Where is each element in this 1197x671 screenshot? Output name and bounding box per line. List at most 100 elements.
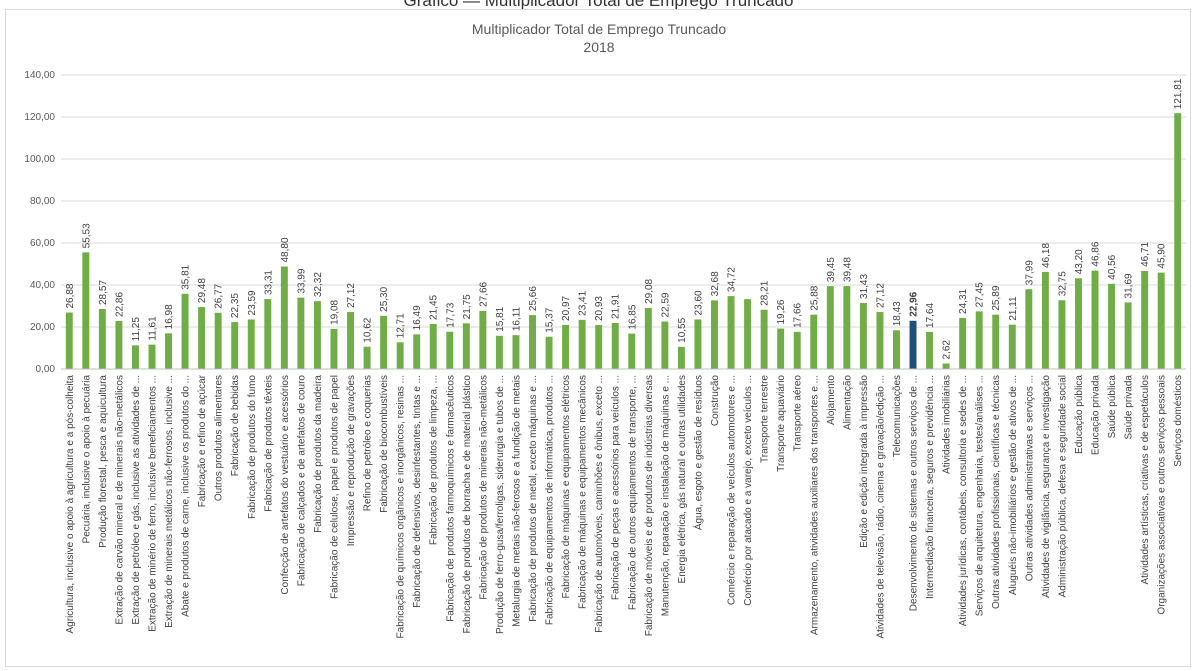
data-label: 20,93 xyxy=(594,296,605,321)
category-label: Intermediação financeira, seguros e prev… xyxy=(925,375,936,599)
y-tick-label: 40,00 xyxy=(30,280,55,291)
category-label: Atividades jurídicas, contábeis, consult… xyxy=(958,375,969,626)
bar xyxy=(247,319,255,369)
data-label: 28,21 xyxy=(760,280,771,305)
bar xyxy=(396,342,404,369)
bar xyxy=(578,319,586,369)
data-label: 21,91 xyxy=(611,294,622,319)
bar xyxy=(727,296,735,369)
category-label: Fabricação de automóveis, caminhões e ôn… xyxy=(594,375,605,633)
bar xyxy=(380,315,388,369)
bar xyxy=(942,363,950,369)
data-label: 23,41 xyxy=(578,290,589,315)
category-label: Fabricação de químicos orgânicos e inorg… xyxy=(396,375,407,638)
data-label: 20,97 xyxy=(561,296,572,321)
y-tick-label: 100,00 xyxy=(24,154,55,165)
data-label: 31,69 xyxy=(1124,273,1135,298)
data-label: 46,71 xyxy=(1140,241,1151,266)
category-label: Confecção de artefatos do vestuário e ac… xyxy=(280,375,291,595)
y-tick-label: 20,00 xyxy=(30,322,55,333)
bar xyxy=(711,300,718,369)
data-label: 34,72 xyxy=(727,267,738,292)
category-label: Fabricação de produtos têxteis xyxy=(263,375,274,512)
bar xyxy=(1041,272,1049,369)
category-label: Atividades artísticas, criativas e de es… xyxy=(1140,375,1151,585)
data-label: 27,45 xyxy=(975,282,986,307)
bar xyxy=(347,312,354,369)
category-label: Aluguéis não-imobiliários e gestão de at… xyxy=(1008,375,1019,595)
bar xyxy=(529,315,536,369)
category-label: Fabricação de produtos de borracha e de … xyxy=(462,375,473,634)
bar xyxy=(115,320,123,369)
gridlines xyxy=(61,74,1186,370)
bar xyxy=(744,299,752,369)
category-label: Refino de petróleo e coquerias xyxy=(363,375,374,511)
data-label: 16,11 xyxy=(511,306,522,331)
bar xyxy=(65,312,73,369)
category-label: Fabricação de defensivos, desinfestantes… xyxy=(412,375,423,608)
category-label: Energia elétrica, gás natural e outras u… xyxy=(677,375,688,583)
bar xyxy=(611,322,619,369)
data-label: 55,53 xyxy=(81,223,92,248)
category-label: Impressão e reprodução de gravações xyxy=(346,375,357,546)
bar xyxy=(893,330,900,369)
data-label: 28,57 xyxy=(98,280,109,305)
data-label: 16,49 xyxy=(412,305,423,330)
data-label: 18,43 xyxy=(892,301,903,326)
y-axis-ticks: 0,00 20,00 40,00 60,00 80,00 100,00 120,00 140,… xyxy=(24,70,55,375)
category-label: Extração de minerais metálicos não-ferro… xyxy=(164,375,175,628)
bar xyxy=(1124,302,1132,369)
data-label: 23,59 xyxy=(247,290,258,315)
y-tick-label: 60,00 xyxy=(30,238,55,249)
bar xyxy=(148,344,156,369)
data-label: 11,61 xyxy=(147,316,158,341)
data-label: 11,25 xyxy=(131,317,142,342)
y-tick-label: 140,00 xyxy=(24,70,55,81)
bar xyxy=(760,309,768,369)
category-label: Alojamento xyxy=(826,375,837,425)
category-label: Atividades de televisão, rádio, cinema e… xyxy=(875,375,886,639)
category-label: Metalurgia de metais não-ferosos e a fun… xyxy=(511,375,522,627)
category-label: Fabricação de equipamentos de informátic… xyxy=(545,375,556,625)
bar xyxy=(1174,113,1182,369)
bar xyxy=(297,297,305,369)
data-label: 29,08 xyxy=(644,278,655,303)
bars xyxy=(65,113,1182,369)
data-label: 10,55 xyxy=(677,317,688,342)
bar xyxy=(264,299,272,369)
category-label: Fabricação de calçados e de artefatos de… xyxy=(296,375,307,587)
bar xyxy=(462,323,470,369)
data-label: 48,80 xyxy=(280,237,291,262)
category-label: Fabricação de biocombustíveis xyxy=(379,375,390,513)
bar xyxy=(495,335,503,369)
category-label: Saúde privada xyxy=(1124,375,1135,440)
bar xyxy=(181,293,189,369)
category-label: Organizações associativas e outros servi… xyxy=(1157,375,1168,615)
bar xyxy=(1008,324,1016,369)
bar xyxy=(975,311,983,369)
data-label: 27,12 xyxy=(346,283,357,308)
data-label: 2,62 xyxy=(942,340,953,360)
bar xyxy=(545,336,553,369)
data-label: 46,18 xyxy=(1041,243,1052,268)
data-label: 12,71 xyxy=(396,313,407,338)
category-label: Fabricação e refino de açúcar xyxy=(197,374,208,507)
bar xyxy=(214,312,222,369)
bar xyxy=(628,333,636,369)
bar xyxy=(429,323,437,369)
category-label: Fabricação de bebidas xyxy=(230,375,241,476)
bar xyxy=(677,346,685,369)
bar xyxy=(1091,270,1099,369)
bar xyxy=(777,328,785,369)
category-label: Alimentação xyxy=(842,375,853,430)
bar xyxy=(793,331,801,369)
category-label: Transporte aéreo xyxy=(793,375,804,452)
category-label: Telecomunicações xyxy=(892,375,903,457)
data-label: 39,48 xyxy=(842,257,853,282)
category-label: Outros produtos alimentares xyxy=(214,375,225,501)
data-label: 32,75 xyxy=(1057,271,1068,296)
bar xyxy=(98,309,106,369)
chart-subtitle: 2018 xyxy=(583,39,614,55)
bar xyxy=(694,319,702,369)
category-label: Fabricação de outros equipamentos de tra… xyxy=(627,375,638,610)
